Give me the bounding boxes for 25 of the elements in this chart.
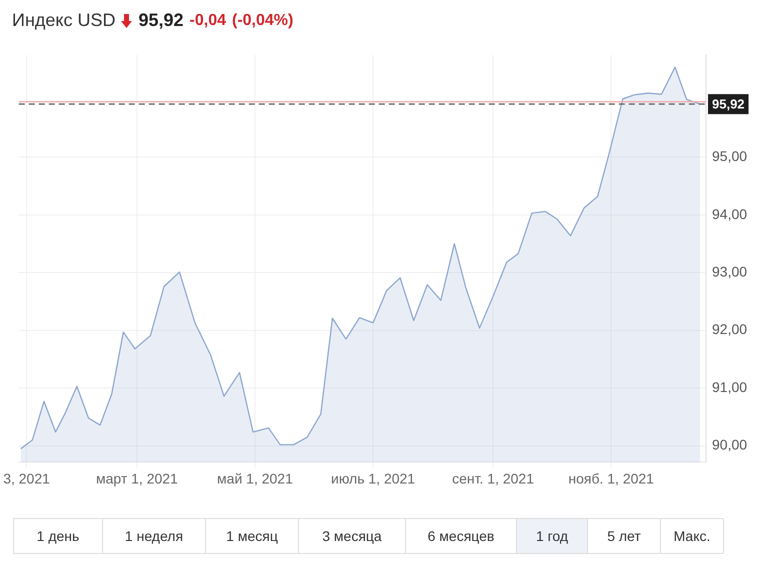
text: 1 год — [517, 519, 588, 553]
text: (-0,04%) — [232, 12, 294, 30]
y-tick-label: 90,00 — [712, 436, 748, 453]
text: 5 лет — [588, 519, 661, 553]
y-tick-label: 92,00 — [712, 321, 748, 338]
ref-line-label: 95,92 — [712, 96, 745, 112]
x-tick-label: 3, 2021 — [3, 470, 50, 486]
text: 1 день — [14, 519, 103, 553]
y-tick-label: 94,00 — [712, 206, 748, 222]
text: 3 месяца — [299, 519, 406, 553]
x-tick-label: июль 1, 2021 — [331, 470, 416, 486]
text: 6 месяцев — [406, 519, 517, 553]
text: 1 месяц — [206, 519, 299, 553]
y-tick-label: 91,00 — [712, 378, 748, 395]
text: -0,04 — [190, 12, 226, 30]
x-tick-label: нояб. 1, 2021 — [568, 470, 654, 486]
x-tick-label: сент. 1, 2021 — [452, 470, 534, 486]
chart-title: Индекс USD — [12, 10, 116, 31]
text: Макс. — [672, 527, 712, 546]
text: 1 неделя — [103, 519, 206, 553]
y-tick-label: 93,00 — [712, 264, 748, 280]
x-tick-label: март 1, 2021 — [96, 470, 178, 486]
x-tick-label: май 1, 2021 — [217, 470, 294, 486]
y-tick-label: 95,00 — [712, 148, 748, 164]
text: 95,92 — [138, 10, 184, 31]
